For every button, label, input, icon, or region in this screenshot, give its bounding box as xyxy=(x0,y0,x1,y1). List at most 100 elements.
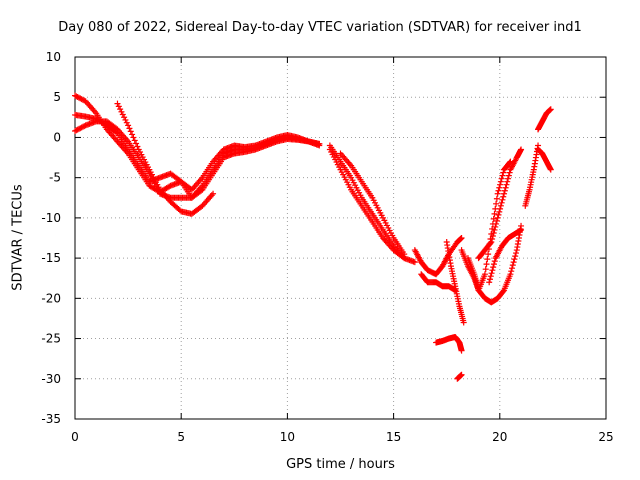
data-point xyxy=(125,122,132,129)
data-point xyxy=(114,100,121,107)
data-point xyxy=(509,262,516,269)
data-series-track-f xyxy=(326,146,408,262)
y-tick-label: -35 xyxy=(41,412,61,426)
data-point xyxy=(502,184,509,191)
data-point xyxy=(497,205,504,212)
data-point xyxy=(501,187,508,194)
data-point xyxy=(210,190,217,197)
data-point xyxy=(494,214,501,221)
y-tick-label: 0 xyxy=(53,130,61,144)
data-series-track-l xyxy=(454,371,465,382)
data-series-track-a xyxy=(72,92,323,196)
data-point xyxy=(508,268,515,275)
data-series-track-k xyxy=(433,333,465,354)
data-series-track-r xyxy=(535,106,554,133)
data-point xyxy=(492,223,499,230)
data-point xyxy=(491,258,498,265)
data-point xyxy=(504,178,511,185)
data-series-track-e xyxy=(326,142,418,266)
data-series-track-h xyxy=(411,235,465,278)
data-point xyxy=(501,190,508,197)
data-point xyxy=(497,202,504,209)
data-point xyxy=(486,276,493,283)
data-point xyxy=(512,250,519,257)
y-axis-label: SDTVAR / TECUs xyxy=(10,184,26,291)
data-point xyxy=(493,195,500,202)
data-point xyxy=(489,232,496,239)
data-point xyxy=(483,261,490,268)
data-point xyxy=(489,267,496,274)
data-point xyxy=(491,226,498,233)
data-point xyxy=(498,175,505,182)
data-series-track-j xyxy=(443,239,467,326)
data-point xyxy=(316,140,323,147)
data-point xyxy=(495,211,502,218)
data-point xyxy=(512,253,519,260)
x-tick-label: 15 xyxy=(386,430,401,444)
data-point xyxy=(490,215,497,222)
data-point xyxy=(518,226,525,233)
x-tick-label: 0 xyxy=(71,430,79,444)
data-point xyxy=(493,200,500,207)
data-point xyxy=(489,236,496,243)
data-point xyxy=(401,251,408,258)
data-point xyxy=(547,106,554,113)
data-series-track-o xyxy=(475,146,525,262)
data-point xyxy=(490,261,497,268)
x-tick-label: 20 xyxy=(492,430,507,444)
data-series-track-g xyxy=(337,150,408,258)
data-point xyxy=(130,134,137,141)
data-point xyxy=(118,108,125,115)
data-point xyxy=(129,131,136,138)
data-point xyxy=(166,183,173,190)
data-point xyxy=(115,103,122,110)
data-point xyxy=(488,270,495,277)
data-point xyxy=(460,319,467,326)
data-point xyxy=(482,266,489,273)
y-tick-label: 5 xyxy=(53,90,61,104)
data-point xyxy=(487,240,494,247)
data-point xyxy=(490,264,497,271)
chart-title: Day 080 of 2022, Sidereal Day-to-day VTE… xyxy=(58,20,582,35)
data-point xyxy=(458,235,465,241)
data-point xyxy=(511,256,518,263)
y-tick-label: -30 xyxy=(41,372,61,386)
data-point xyxy=(506,169,513,176)
data-series-track-s xyxy=(535,146,554,173)
data-point xyxy=(497,181,504,188)
data-point xyxy=(509,265,516,272)
y-tick-label: -20 xyxy=(41,291,61,305)
data-point xyxy=(547,166,554,173)
data-point xyxy=(117,106,124,113)
data-point xyxy=(499,196,506,203)
data-point xyxy=(490,229,497,236)
data-point xyxy=(518,146,525,153)
x-axis-label: GPS time / hours xyxy=(286,457,395,472)
data-point xyxy=(458,371,465,378)
data-point xyxy=(493,220,500,227)
data-point xyxy=(503,181,510,188)
data-series-track-d xyxy=(114,100,217,217)
data-point xyxy=(123,119,130,126)
data-point xyxy=(488,239,495,246)
data-point xyxy=(499,172,506,179)
x-tick-label: 10 xyxy=(280,430,295,444)
data-point xyxy=(510,259,517,266)
data-point xyxy=(81,123,88,130)
y-tick-label: -25 xyxy=(41,332,61,346)
data-point xyxy=(495,187,502,194)
data-point xyxy=(496,208,503,215)
data-point xyxy=(133,140,140,147)
data-point xyxy=(493,217,500,224)
data-point xyxy=(198,187,205,194)
data-point xyxy=(491,210,498,217)
data-series-track-i xyxy=(418,271,459,294)
y-tick-label: -5 xyxy=(49,171,61,185)
data-point xyxy=(119,111,126,118)
y-tick-label: 10 xyxy=(46,50,61,64)
data-series-track-n xyxy=(464,158,514,294)
x-tick-label: 25 xyxy=(598,430,613,444)
plot-frame xyxy=(74,56,607,420)
data-point xyxy=(134,143,141,150)
